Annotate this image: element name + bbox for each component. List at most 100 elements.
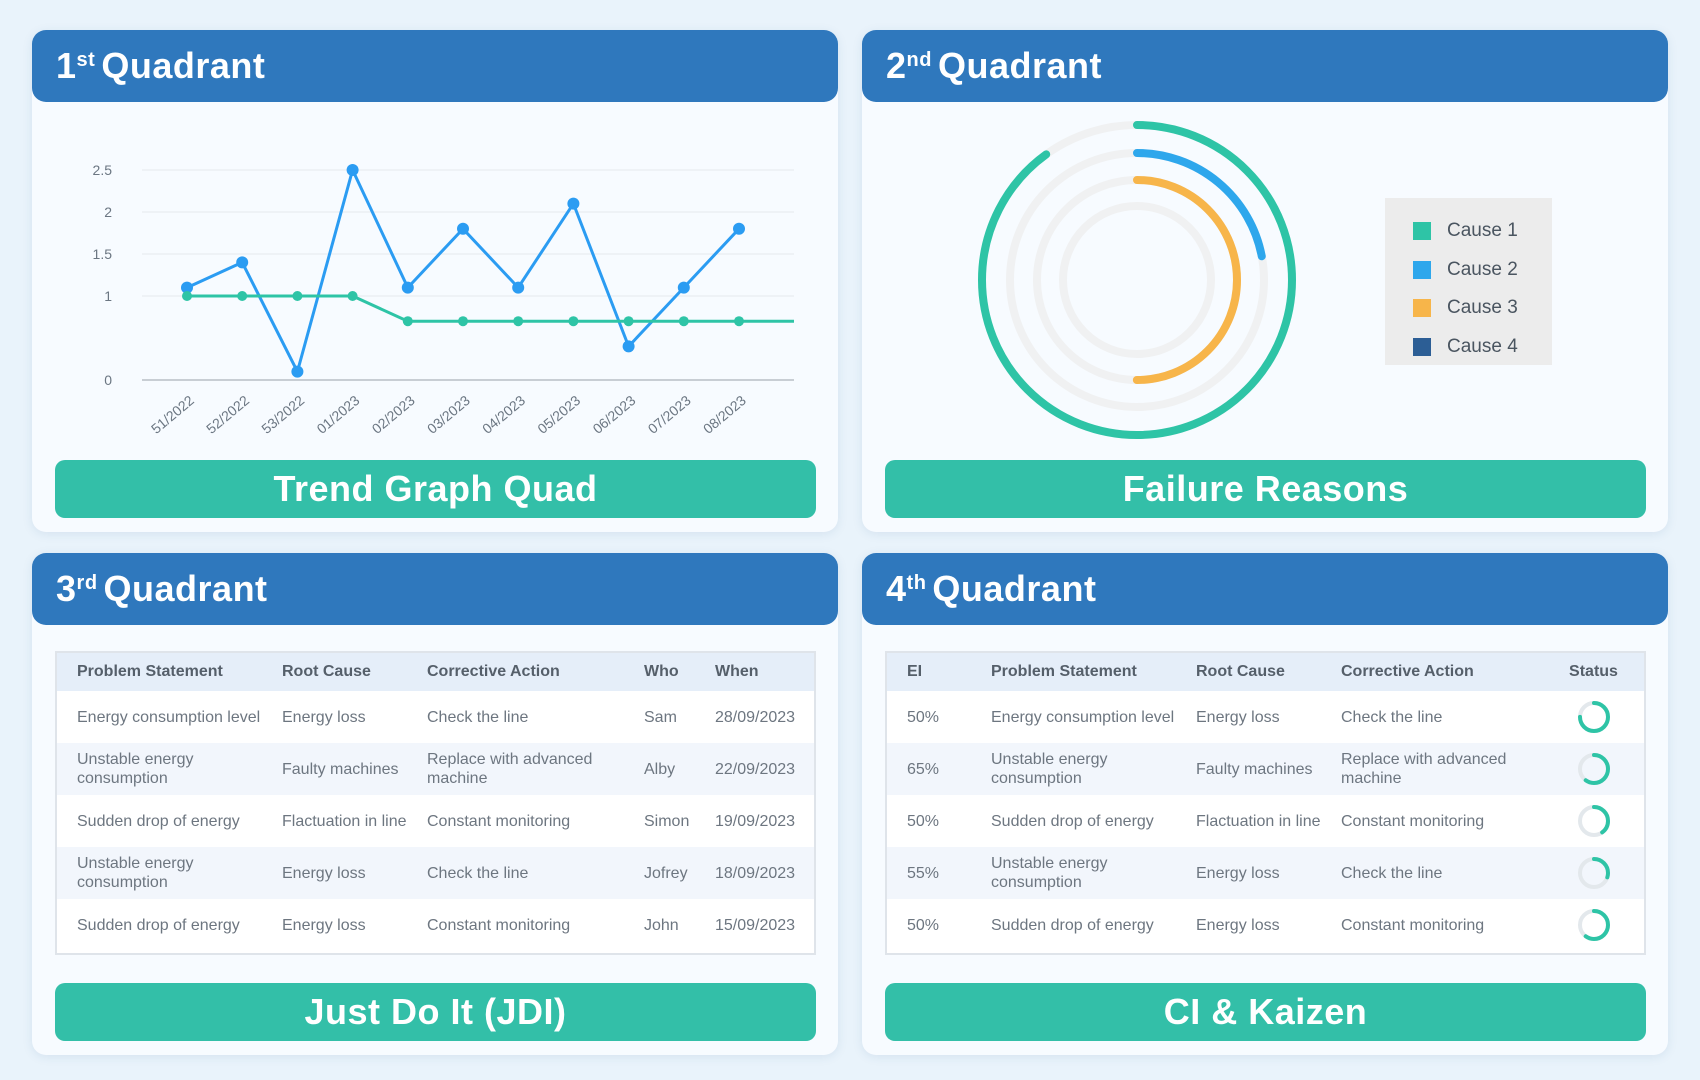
status-cell: [1543, 899, 1644, 951]
legend-item: Cause 3: [1413, 289, 1552, 328]
column-header[interactable]: Problem Statement: [57, 653, 262, 691]
table-row[interactable]: 50% Sudden drop of energy Flactuation in…: [887, 795, 1644, 847]
data-point: [677, 281, 690, 294]
radial-bar: [1033, 176, 1241, 384]
table-cell: Constant monitoring: [427, 916, 571, 934]
column-header[interactable]: EI: [887, 653, 971, 691]
table-cell: 50%: [907, 812, 940, 830]
quadrant-label: Quadrant: [937, 45, 1102, 86]
table-row[interactable]: 55% Unstable energy consumption Energy l…: [887, 847, 1644, 899]
column-header[interactable]: Status: [1543, 653, 1644, 691]
data-point: [291, 365, 304, 378]
column-header[interactable]: Who: [624, 653, 695, 691]
column-header[interactable]: Problem Statement: [971, 653, 1176, 691]
status-cell: [1543, 691, 1644, 743]
data-point: [401, 281, 414, 294]
radial-bar: [1006, 149, 1268, 411]
ring-progress: [1577, 909, 1610, 941]
trend-graph-quad-button[interactable]: Trend Graph Quad: [55, 460, 816, 518]
table-cell: 22/09/2023: [695, 743, 814, 795]
quadrant-number: 2: [886, 45, 907, 86]
table-cell: Faulty machines: [262, 743, 407, 795]
table-row[interactable]: Unstable energy consumption Energy loss …: [57, 847, 814, 899]
table-cell: Energy consumption level: [991, 708, 1175, 726]
legend-swatch: [1413, 260, 1431, 279]
table-row[interactable]: 50% Energy consumption level Energy loss…: [887, 691, 1644, 743]
y-tick-label: 0: [104, 372, 112, 388]
column-header[interactable]: Root Cause: [262, 653, 407, 691]
failure-reasons-button[interactable]: Failure Reasons: [885, 460, 1646, 518]
table-cell: Energy loss: [282, 916, 366, 934]
data-point: [622, 340, 635, 353]
table-cell: John: [644, 916, 679, 934]
column-header[interactable]: When: [695, 653, 814, 691]
table-cell: Check the line: [407, 847, 624, 899]
data-point: [236, 256, 249, 269]
legend-label: Cause 4: [1447, 335, 1518, 357]
kaizen-table: EI Problem Statement Root Cause Correcti…: [887, 653, 1644, 951]
table-row[interactable]: Sudden drop of energy Flactuation in lin…: [57, 795, 814, 847]
table-cell: Check the line: [1321, 847, 1543, 899]
table-cell: Unstable energy consumption: [57, 847, 262, 899]
quadrant-label: Quadrant: [103, 568, 268, 609]
chart-legend: Cause 1 Cause 2 Cause 3 Cause 4: [1385, 198, 1552, 365]
legend-label: Cause 2: [1447, 258, 1518, 280]
table-row[interactable]: 65% Unstable energy consumption Faulty m…: [887, 743, 1644, 795]
x-tick-label: 04/2023: [479, 392, 528, 437]
table-cell: Energy loss: [282, 708, 366, 726]
table-cell: Sudden drop of energy: [77, 916, 240, 934]
status-progress-ring-icon: [1577, 909, 1610, 941]
table-row[interactable]: Unstable energy consumption Faulty machi…: [57, 743, 814, 795]
kaizen-table-container: EI Problem Statement Root Cause Correcti…: [885, 651, 1646, 955]
legend-swatch: [1413, 299, 1431, 318]
table-header-row: EI Problem Statement Root Cause Correcti…: [887, 653, 1644, 691]
jdi-button[interactable]: Just Do It (JDI): [55, 983, 816, 1041]
table-cell: 50%: [907, 916, 940, 934]
table-cell: Unstable energy consumption: [971, 743, 1176, 795]
column-header[interactable]: Corrective Action: [1321, 653, 1543, 691]
table-row[interactable]: Sudden drop of energy Energy loss Consta…: [57, 899, 814, 951]
column-header[interactable]: Root Cause: [1176, 653, 1321, 691]
table-cell: Sudden drop of energy: [991, 812, 1154, 830]
table-cell: Faulty machines: [1176, 743, 1321, 795]
data-point: [402, 316, 413, 327]
table-cell: Jofrey: [624, 847, 695, 899]
status-progress-ring-icon: [1577, 701, 1610, 733]
status-cell: [1543, 743, 1644, 795]
data-point: [678, 316, 689, 327]
data-point: [292, 291, 303, 301]
ring-progress: [1577, 701, 1610, 733]
ring-progress: [1577, 857, 1610, 889]
table-row[interactable]: Energy consumption level Energy loss Che…: [57, 691, 814, 743]
table-cell: 55%: [887, 847, 971, 899]
status-progress-ring-icon: [1577, 805, 1610, 837]
x-tick-label: 06/2023: [589, 392, 638, 437]
legend-item: Cause 4: [1413, 328, 1552, 367]
table-cell: 15/09/2023: [715, 916, 796, 934]
quadrant-ordinal: nd: [906, 48, 932, 71]
table-cell: Flactuation in line: [1196, 812, 1321, 830]
jdi-table: Problem Statement Root Cause Corrective …: [57, 653, 814, 951]
legend-item: Cause 2: [1413, 251, 1552, 290]
data-point: [623, 316, 634, 327]
data-point: [733, 222, 745, 235]
x-tick-label: 07/2023: [645, 392, 694, 437]
data-point: [513, 316, 524, 327]
table-cell: Alby: [624, 743, 695, 795]
table-cell: 19/09/2023: [715, 812, 796, 830]
legend-swatch: [1413, 222, 1431, 241]
table-cell: Constant monitoring: [1341, 916, 1485, 934]
column-header[interactable]: Corrective Action: [407, 653, 624, 691]
table-row[interactable]: 50% Sudden drop of energy Energy loss Co…: [887, 899, 1644, 951]
data-point: [181, 281, 193, 294]
table-cell: Replace with advanced machine: [1321, 743, 1543, 795]
quadrant-label: Quadrant: [101, 45, 266, 86]
data-point: [568, 316, 579, 327]
ci-kaizen-button[interactable]: CI & Kaizen: [885, 983, 1646, 1041]
table-cell: Unstable energy consumption: [971, 847, 1176, 899]
